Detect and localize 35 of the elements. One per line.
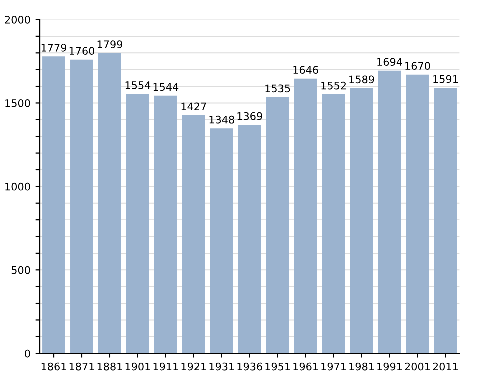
data-label: 1544 (154, 83, 179, 92)
data-label: 1694 (378, 58, 402, 66)
data-label: 1779 (42, 44, 67, 52)
data-label: 1760 (70, 47, 95, 56)
x-tick-label: 2001 (405, 362, 430, 371)
x-tick-label: 1991 (378, 362, 402, 371)
x-tick-label: 1931 (210, 362, 234, 371)
data-label: 1535 (266, 84, 290, 93)
data-label: 1554 (126, 82, 151, 90)
y-tick-label: 2000 (5, 16, 30, 24)
data-label: 1427 (182, 102, 206, 110)
x-tick-label: 1861 (42, 362, 66, 371)
x-tick-label: 1951 (266, 362, 290, 371)
x-tick-label: 1921 (182, 362, 206, 371)
data-label: 1348 (210, 116, 234, 124)
x-tick-label: 1871 (70, 362, 94, 371)
data-label: 1552 (322, 82, 346, 90)
x-tick-label: 2011 (433, 362, 458, 371)
data-label: 1369 (238, 112, 262, 120)
x-tick-label: 1981 (350, 362, 374, 371)
data-label: 1589 (350, 76, 374, 84)
y-tick-label: 500 (12, 266, 30, 274)
x-tick-label: 1961 (294, 362, 318, 371)
data-label: 1646 (294, 66, 318, 74)
x-tick-label: 1936 (238, 362, 262, 371)
y-tick-label: 0 (25, 350, 30, 358)
data-label: 1670 (406, 62, 430, 70)
data-label: 1799 (98, 40, 122, 49)
y-tick-label: 1500 (6, 99, 30, 108)
data-label: 1591 (434, 75, 458, 84)
x-tick-label: 1911 (154, 362, 178, 371)
x-tick-label: 1901 (126, 362, 150, 371)
x-tick-label: 1881 (98, 362, 122, 371)
y-tick-label: 1000 (6, 182, 30, 191)
x-tick-label: 1971 (322, 362, 346, 371)
